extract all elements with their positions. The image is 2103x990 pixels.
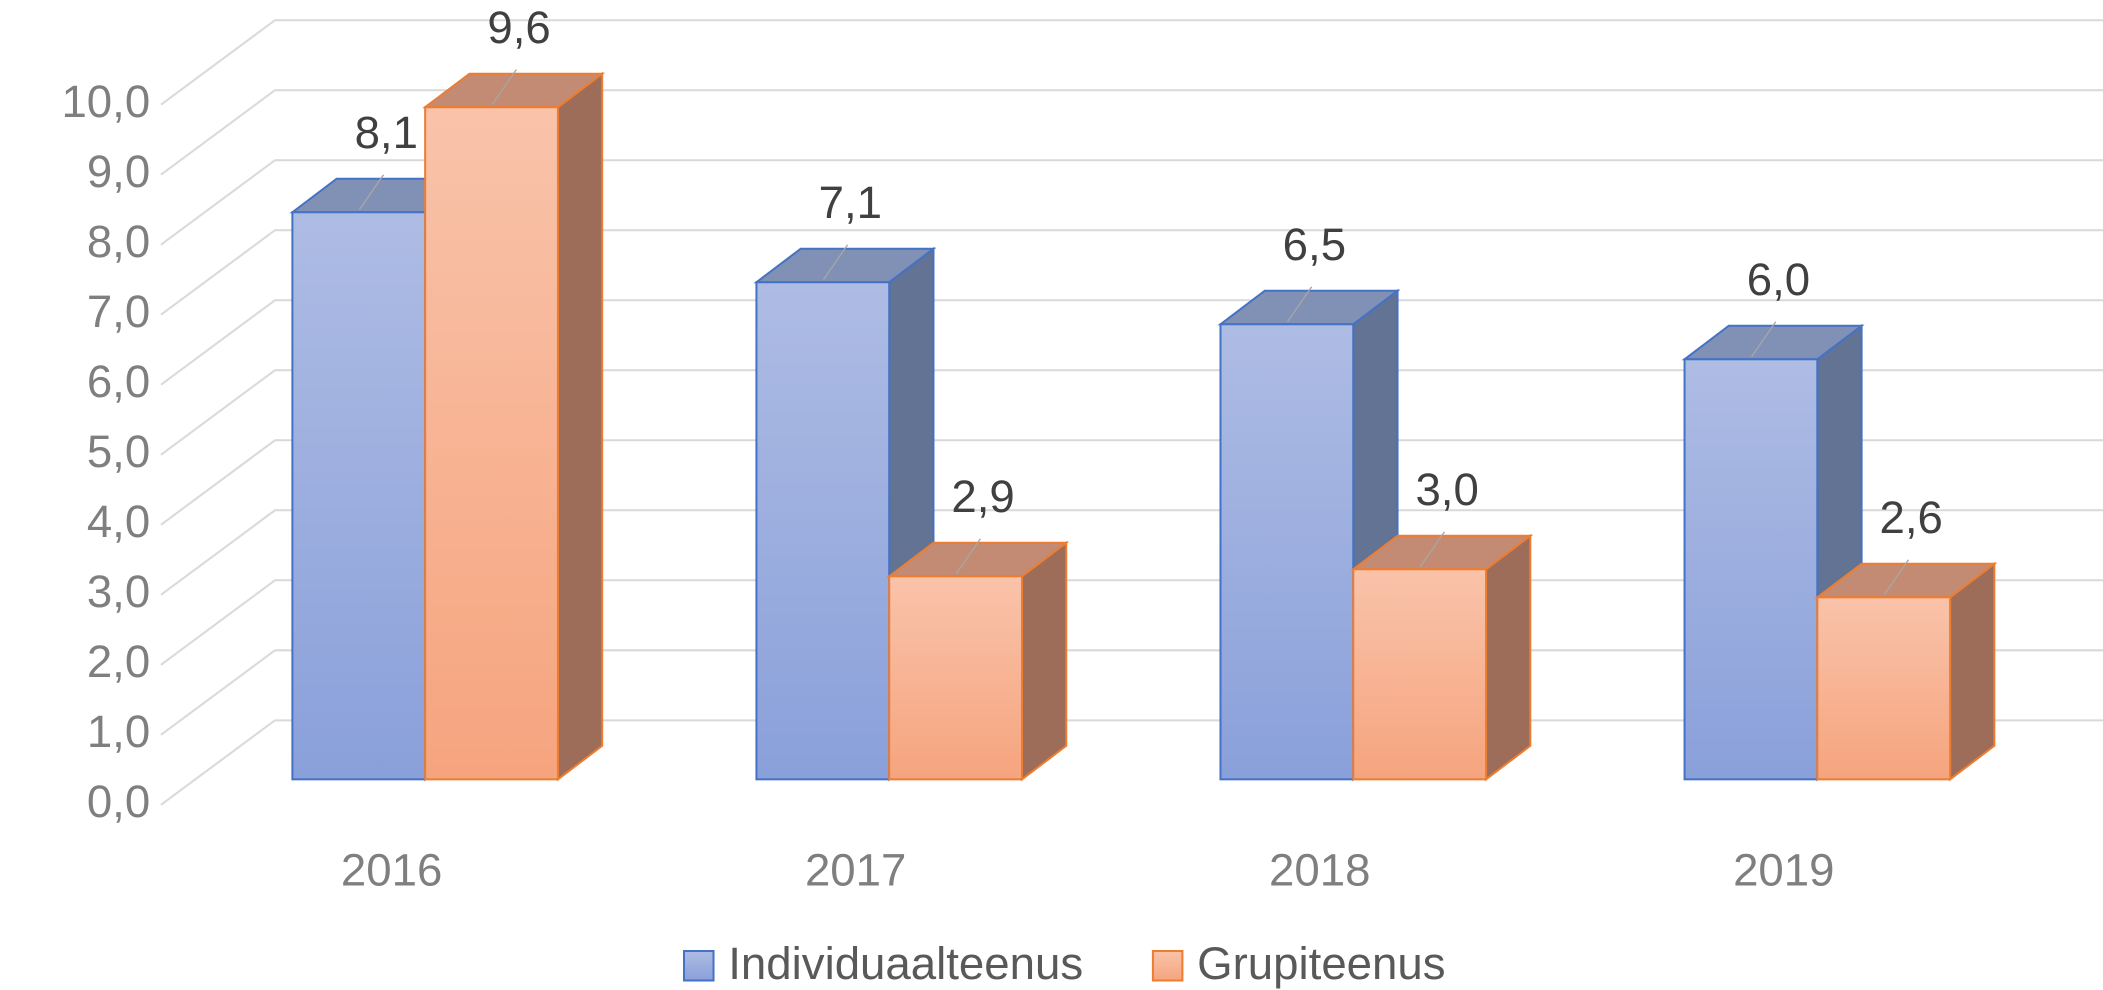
grid-line	[160, 89, 2103, 176]
bar-side	[1949, 561, 1996, 782]
legend-label: Grupiteenus	[1197, 938, 1445, 989]
grid-line	[160, 159, 2103, 246]
y-tick-label: 4,0	[87, 496, 150, 547]
bar-front	[1219, 323, 1355, 781]
grid-line	[160, 19, 2103, 106]
leader-line	[1286, 286, 1313, 322]
data-label: 2,9	[951, 471, 1014, 522]
y-tick-label: 9,0	[87, 146, 150, 197]
legend-swatch	[1151, 950, 1184, 982]
y-tick-label: 5,0	[87, 426, 150, 477]
x-tick-label: 2016	[341, 844, 442, 895]
data-label: 8,1	[355, 107, 418, 158]
leader-line	[822, 244, 849, 280]
bar-front	[755, 281, 891, 781]
grid-line	[160, 229, 2103, 316]
x-tick-label: 2018	[1269, 844, 1370, 895]
y-tick-label: 3,0	[87, 566, 150, 617]
grid-line	[160, 509, 2103, 596]
leader-line	[1751, 321, 1777, 357]
bar-front	[1352, 568, 1488, 781]
grid-line	[160, 369, 2103, 456]
bar-side	[1020, 540, 1068, 782]
bar-front	[1816, 596, 1952, 781]
data-label: 2,6	[1880, 492, 1943, 543]
leader-line	[491, 69, 517, 105]
y-tick-label: 8,0	[87, 216, 150, 267]
grid-line	[160, 299, 2103, 386]
y-tick-label: 6,0	[87, 356, 150, 407]
bar-front	[1683, 358, 1819, 781]
bar-front	[424, 106, 559, 781]
grid-line	[160, 439, 2103, 526]
bar-side	[1485, 533, 1532, 782]
bar	[886, 540, 1070, 782]
y-tick-label: 7,0	[87, 286, 150, 337]
y-tick-label: 0,0	[87, 776, 150, 827]
leader-line	[358, 174, 385, 210]
data-label: 9,6	[487, 2, 550, 53]
leader-line	[955, 538, 981, 575]
y-tick-label: 10,0	[61, 76, 150, 127]
bar	[1814, 561, 1998, 782]
bar-front	[888, 575, 1023, 781]
data-label: 7,1	[819, 177, 882, 228]
x-tick-label: 2019	[1733, 844, 1834, 895]
data-label: 3,0	[1415, 464, 1478, 515]
y-tick-label: 2,0	[87, 636, 150, 687]
data-label: 6,0	[1747, 254, 1810, 305]
bar-front	[291, 211, 427, 781]
leader-line	[1883, 559, 1910, 596]
legend-swatch	[683, 950, 715, 982]
leader-line	[1419, 531, 1446, 568]
bar	[1350, 533, 1534, 782]
legend-label: Individuaalteenus	[728, 938, 1083, 989]
bar-side	[556, 71, 604, 782]
data-label: 6,5	[1283, 219, 1346, 270]
y-tick-label: 1,0	[87, 706, 150, 757]
x-tick-label: 2017	[805, 844, 906, 895]
bar	[422, 71, 606, 782]
